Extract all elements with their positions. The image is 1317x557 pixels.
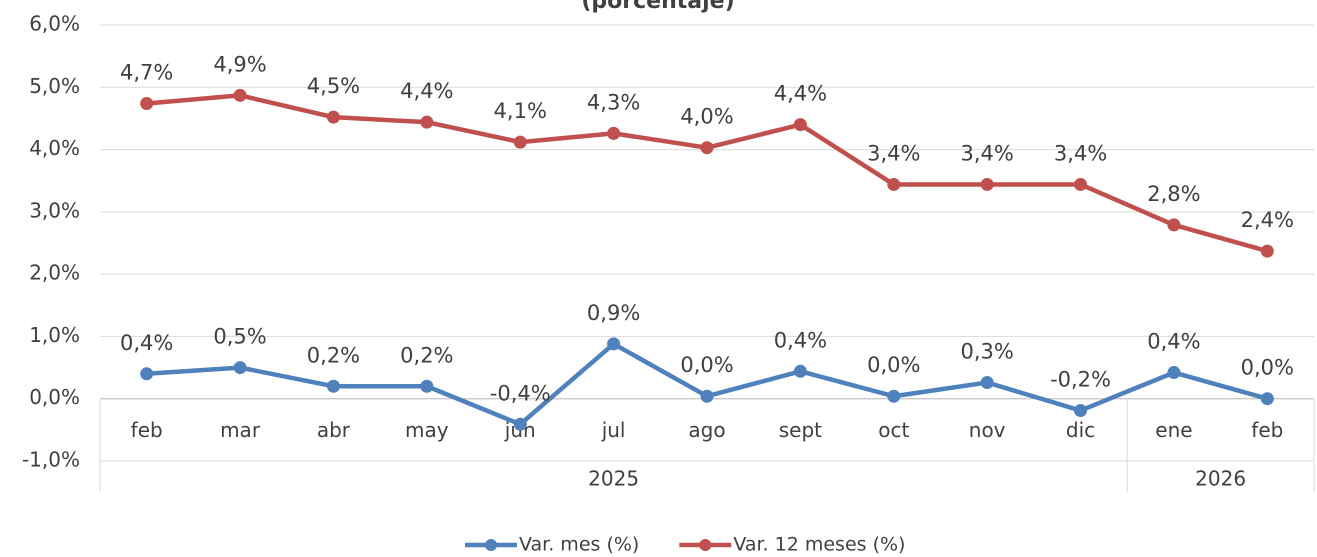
x-tick-label: sept [779, 418, 822, 442]
y-tick-label: 0,0% [29, 385, 80, 409]
data-point [1260, 392, 1274, 406]
data-point [1260, 244, 1274, 258]
data-label: 4,0% [680, 105, 733, 129]
data-point [607, 337, 621, 351]
data-point [420, 379, 434, 393]
y-tick-label: 3,0% [29, 198, 80, 222]
data-label: 2,8% [1147, 182, 1200, 206]
data-point [326, 379, 340, 393]
x-tick-label: oct [878, 418, 909, 442]
y-tick-label: 2,0% [29, 261, 80, 285]
data-point [980, 177, 994, 191]
group-label: 2025 [588, 467, 639, 491]
data-point [980, 376, 994, 390]
data-point [140, 96, 154, 110]
data-point [887, 389, 901, 403]
y-tick-label: 5,0% [29, 74, 80, 98]
y-tick-label: -1,0% [22, 448, 80, 472]
data-label: 0,0% [680, 353, 733, 377]
data-point [887, 177, 901, 191]
data-label: 0,4% [1147, 330, 1200, 354]
x-tick-label: feb [131, 418, 163, 442]
data-point [420, 115, 434, 129]
legend-label: Var. mes (%) [519, 534, 639, 556]
data-point [793, 364, 807, 378]
data-label: 4,3% [587, 90, 640, 114]
x-tick-label: feb [1251, 418, 1283, 442]
y-tick-label: 4,0% [29, 136, 80, 160]
data-point [700, 141, 714, 155]
group-label: 2026 [1195, 467, 1246, 491]
data-label: 4,5% [307, 74, 360, 98]
data-point [326, 110, 340, 124]
x-tick-label: dic [1066, 418, 1095, 442]
data-label: 0,0% [1241, 356, 1294, 380]
data-label: 3,4% [867, 141, 920, 165]
data-label: 2,4% [1241, 208, 1294, 232]
x-tick-label: jul [601, 418, 626, 442]
data-label: 0,4% [120, 331, 173, 355]
data-label: 0,0% [867, 353, 920, 377]
data-point [233, 88, 247, 102]
data-point [700, 389, 714, 403]
y-tick-label: 6,0% [29, 12, 80, 36]
legend-label: Var. 12 meses (%) [733, 534, 905, 556]
data-label: 0,3% [960, 340, 1013, 364]
chart-title: (porcentaje) [581, 0, 734, 14]
data-label: -0,4% [490, 381, 551, 405]
data-point [1074, 404, 1088, 418]
data-point [793, 118, 807, 132]
data-label: 0,2% [307, 343, 360, 367]
data-point [1167, 218, 1181, 232]
legend-marker [699, 539, 712, 551]
x-tick-label: ago [688, 418, 725, 442]
data-point [513, 417, 527, 431]
data-label: 0,2% [400, 343, 453, 367]
data-label: 4,4% [400, 79, 453, 103]
data-label: 4,1% [494, 99, 547, 123]
x-tick-label: may [405, 418, 449, 442]
x-tick-label: ene [1155, 418, 1192, 442]
x-tick-label: nov [969, 418, 1006, 442]
data-label: 4,7% [120, 60, 173, 84]
data-point [607, 126, 621, 140]
data-label: 4,4% [774, 82, 827, 106]
data-label: 4,9% [213, 52, 266, 76]
data-label: 0,5% [213, 325, 266, 349]
data-label: -0,2% [1050, 368, 1111, 392]
data-point [513, 135, 527, 149]
data-label: 0,4% [774, 328, 827, 352]
x-tick-label: mar [220, 418, 261, 442]
data-label: 0,9% [587, 301, 640, 325]
data-point [233, 361, 247, 375]
x-tick-label: abr [317, 418, 351, 442]
data-point [1074, 177, 1088, 191]
data-label: 3,4% [960, 141, 1013, 165]
y-tick-label: 1,0% [29, 323, 80, 347]
data-point [1167, 366, 1181, 380]
legend-marker [485, 539, 497, 551]
data-label: 3,4% [1054, 141, 1107, 165]
data-point [140, 367, 154, 381]
